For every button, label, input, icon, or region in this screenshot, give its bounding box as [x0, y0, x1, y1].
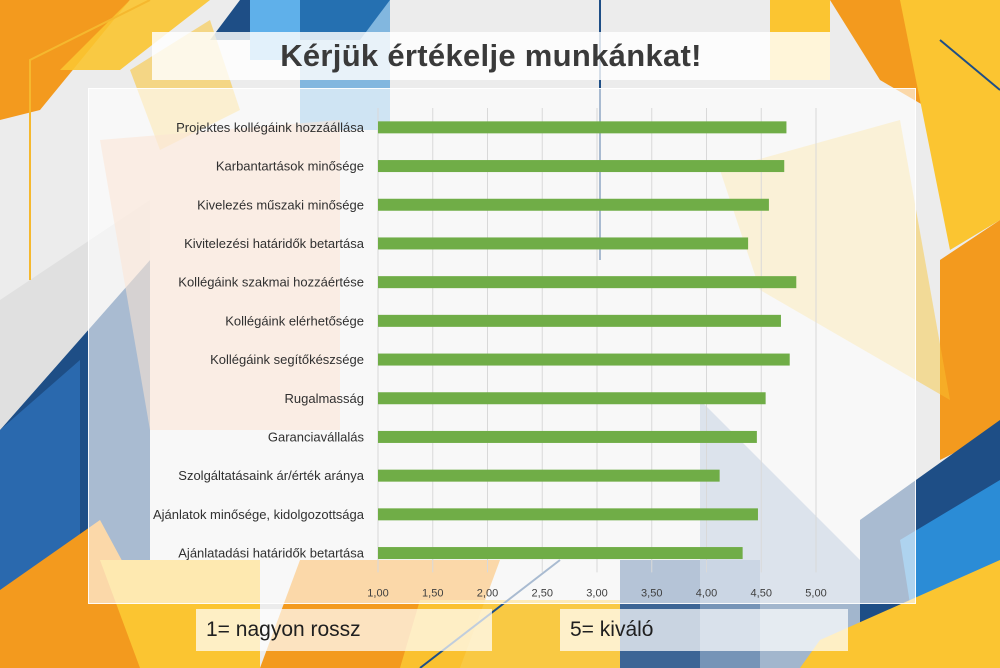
- bar: [378, 160, 785, 173]
- category-label: Rugalmasság: [285, 391, 365, 406]
- category-label: Projektes kollégáink hozzáállása: [176, 120, 365, 135]
- bar: [378, 314, 781, 327]
- x-tick-label: 1,00: [367, 587, 388, 599]
- x-tick-label: 2,50: [532, 587, 553, 599]
- bar: [378, 547, 743, 560]
- category-label: Ajánlatadási határidők betartása: [178, 546, 365, 561]
- x-tick-label: 3,00: [586, 587, 607, 599]
- bar: [378, 392, 766, 405]
- category-label: Kollégáink elérhetősége: [225, 313, 364, 328]
- x-tick-label: 2,00: [477, 587, 498, 599]
- category-label: Garanciavállalás: [268, 429, 365, 444]
- category-label: Kollégáink szakmai hozzáértése: [178, 275, 364, 290]
- legend-high: 5= kiváló: [560, 609, 848, 651]
- bar: [378, 121, 787, 134]
- legend-low: 1= nagyon rossz: [196, 609, 492, 651]
- bar: [378, 430, 757, 443]
- bar: [378, 198, 769, 211]
- bar: [378, 276, 797, 289]
- x-tick-label: 4,50: [751, 587, 772, 599]
- category-label: Karbantartások minősége: [216, 159, 364, 174]
- category-label: Kivitelezési határidők betartása: [184, 236, 365, 251]
- category-label: Kivelezés műszaki minősége: [197, 197, 364, 212]
- category-label: Kollégáink segítőkészsége: [210, 352, 364, 367]
- category-label: Ajánlatok minősége, kidolgozottsága: [153, 507, 365, 522]
- bar: [378, 237, 749, 250]
- x-tick-label: 3,50: [641, 587, 662, 599]
- x-tick-label: 5,00: [805, 587, 826, 599]
- x-tick-label: 4,00: [696, 587, 717, 599]
- page-title: Kérjük értékelje munkánkat!: [280, 38, 702, 73]
- bar: [378, 353, 790, 366]
- title-band: [152, 32, 830, 80]
- x-tick-label: 1,50: [422, 587, 443, 599]
- bar: [378, 469, 720, 482]
- category-label: Szolgáltatásaink ár/érték aránya: [178, 468, 364, 483]
- bar: [378, 508, 758, 521]
